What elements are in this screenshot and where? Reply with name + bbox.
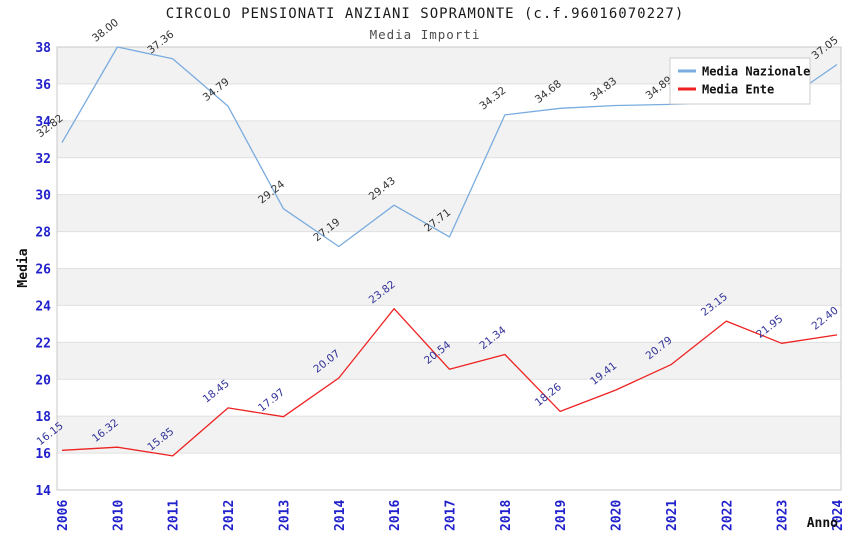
x-tick-label: 2018 (499, 500, 514, 531)
x-tick-label: 2017 (444, 500, 459, 531)
plot-band (57, 342, 841, 380)
x-tick-label: 2016 (388, 500, 403, 531)
chart-subtitle: Media Importi (369, 27, 481, 42)
point-label: 38.00 (90, 17, 121, 45)
plot-band (57, 379, 841, 417)
plot-border (56, 46, 842, 491)
x-tick-label: 2013 (277, 500, 292, 531)
legend-label: Media Ente (702, 83, 774, 97)
y-tick-label: 36 (35, 78, 51, 93)
x-tick-label: 2014 (333, 500, 348, 531)
plot-band (57, 416, 841, 454)
y-tick-label: 30 (35, 189, 51, 204)
y-tick-label: 34 (35, 115, 51, 130)
series-line-media-ente (61, 308, 838, 457)
x-tick-label: 2024 (831, 500, 846, 531)
plot-band (57, 120, 841, 158)
plot-band (57, 453, 841, 490)
x-tick-label: 2020 (610, 500, 625, 531)
y-tick-label: 28 (35, 226, 51, 241)
y-tick-label: 14 (35, 484, 51, 499)
x-tick-label: 2010 (111, 500, 126, 531)
legend-box (669, 57, 811, 105)
plot-band (57, 157, 841, 195)
x-tick-label: 2019 (554, 500, 569, 531)
plot-band (57, 194, 841, 232)
plot-band (57, 305, 841, 343)
chart-title: CIRCOLO PENSIONATI ANZIANI SOPRAMONTE (c… (165, 6, 685, 22)
y-tick-label: 20 (35, 373, 51, 388)
x-axis-title: Anno (807, 516, 838, 531)
y-tick-label: 38 (35, 41, 51, 56)
x-tick-label: 2012 (222, 500, 237, 531)
y-tick-label: 24 (35, 299, 51, 314)
x-tick-label: 2023 (776, 500, 791, 531)
x-tick-label: 2022 (720, 500, 735, 531)
plot-band (57, 231, 841, 269)
plot-band (57, 268, 841, 306)
x-tick-label: 2006 (56, 500, 71, 531)
y-tick-label: 18 (35, 410, 51, 425)
y-axis-title: Media (16, 248, 31, 287)
y-tick-label: 32 (35, 152, 51, 167)
legend-label: Media Nazionale (702, 65, 810, 79)
y-tick-label: 16 (35, 447, 51, 462)
x-tick-label: 2011 (167, 500, 182, 531)
y-tick-label: 26 (35, 263, 51, 278)
x-tick-label: 2021 (665, 500, 680, 531)
y-tick-label: 22 (35, 336, 51, 351)
